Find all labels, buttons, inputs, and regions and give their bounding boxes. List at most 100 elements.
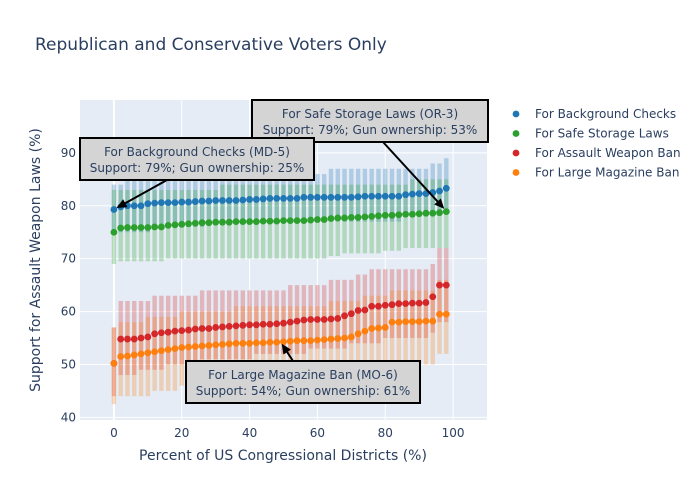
for-background-checks-point[interactable] [361, 192, 369, 200]
for-assault-weapon-ban-point[interactable] [178, 327, 186, 335]
for-background-checks-point[interactable] [280, 194, 287, 202]
for-background-checks-point[interactable] [151, 199, 159, 207]
for-large-magazine-ban-point[interactable] [130, 351, 138, 359]
for-large-magazine-ban-point[interactable] [212, 341, 220, 349]
for-safe-storage-laws-point[interactable] [422, 209, 430, 217]
for-background-checks-point[interactable] [246, 196, 253, 203]
for-assault-weapon-ban-point[interactable] [334, 315, 342, 322]
for-background-checks-point[interactable] [198, 197, 206, 205]
for-large-magazine-ban-point[interactable] [429, 317, 437, 325]
for-safe-storage-laws-point[interactable] [368, 212, 376, 220]
for-safe-storage-laws-point[interactable] [436, 209, 443, 217]
for-background-checks-point[interactable] [402, 191, 409, 199]
for-large-magazine-ban-point[interactable] [259, 339, 267, 347]
for-assault-weapon-ban-point[interactable] [232, 322, 240, 330]
for-background-checks-point[interactable] [185, 198, 192, 206]
for-assault-weapon-ban-point[interactable] [191, 325, 199, 333]
for-assault-weapon-ban-point[interactable] [402, 300, 409, 308]
for-assault-weapon-ban-point[interactable] [347, 310, 355, 318]
for-large-magazine-ban-point[interactable] [415, 318, 423, 326]
for-safe-storage-laws-point[interactable] [205, 219, 213, 227]
for-safe-storage-laws-point[interactable] [191, 219, 199, 227]
for-background-checks-point[interactable] [158, 199, 165, 207]
for-large-magazine-ban-point[interactable] [219, 340, 226, 348]
for-assault-weapon-ban-point[interactable] [185, 326, 192, 334]
for-assault-weapon-ban-point[interactable] [252, 321, 260, 329]
for-assault-weapon-ban-point[interactable] [300, 316, 308, 324]
for-background-checks-point[interactable] [205, 197, 213, 205]
for-assault-weapon-ban-point[interactable] [307, 316, 315, 323]
for-safe-storage-laws-point[interactable] [151, 223, 159, 231]
for-safe-storage-laws-point[interactable] [178, 220, 186, 228]
for-large-magazine-ban-point[interactable] [442, 310, 450, 318]
for-background-checks-point[interactable] [137, 202, 145, 210]
for-large-magazine-ban-point[interactable] [252, 339, 260, 347]
for-assault-weapon-ban-point[interactable] [144, 333, 152, 341]
for-assault-weapon-ban-point[interactable] [341, 312, 348, 320]
for-large-magazine-ban-point[interactable] [388, 318, 396, 326]
for-safe-storage-laws-point[interactable] [266, 217, 274, 225]
for-large-magazine-ban-point[interactable] [124, 352, 131, 360]
for-assault-weapon-ban-point[interactable] [164, 328, 172, 336]
for-safe-storage-laws-point[interactable] [198, 219, 206, 227]
for-safe-storage-laws-point[interactable] [341, 214, 348, 222]
for-large-magazine-ban-point[interactable] [117, 353, 125, 360]
for-background-checks-point[interactable] [368, 192, 376, 200]
for-background-checks-point[interactable] [219, 197, 226, 204]
for-background-checks-point[interactable] [307, 193, 315, 201]
for-safe-storage-laws-point[interactable] [442, 208, 450, 216]
for-assault-weapon-ban-point[interactable] [286, 318, 294, 326]
for-safe-storage-laws-point[interactable] [286, 217, 294, 224]
for-assault-weapon-ban-point[interactable] [422, 299, 430, 306]
for-assault-weapon-ban-point[interactable] [239, 321, 247, 329]
for-background-checks-point[interactable] [225, 197, 233, 204]
for-large-magazine-ban-point[interactable] [334, 335, 342, 342]
for-large-magazine-ban-point[interactable] [293, 337, 301, 345]
for-safe-storage-laws-point[interactable] [320, 216, 328, 223]
legend-item-for-background-checks[interactable]: For Background Checks [512, 107, 677, 121]
for-large-magazine-ban-point[interactable] [354, 330, 362, 338]
for-large-magazine-ban-point[interactable] [395, 318, 403, 326]
for-background-checks-point[interactable] [164, 199, 172, 207]
for-background-checks-point[interactable] [341, 193, 348, 201]
for-background-checks-point[interactable] [334, 193, 342, 201]
for-large-magazine-ban-point[interactable] [273, 338, 281, 346]
for-safe-storage-laws-point[interactable] [300, 217, 308, 224]
for-safe-storage-laws-point[interactable] [375, 212, 382, 220]
for-large-magazine-ban-point[interactable] [232, 339, 240, 347]
for-large-magazine-ban-point[interactable] [347, 333, 355, 341]
for-large-magazine-ban-point[interactable] [375, 324, 382, 332]
for-safe-storage-laws-point[interactable] [402, 210, 409, 218]
legend-item-for-safe-storage-laws[interactable]: For Safe Storage Laws [512, 127, 669, 141]
for-safe-storage-laws-point[interactable] [388, 211, 396, 219]
for-background-checks-point[interactable] [314, 193, 321, 201]
for-large-magazine-ban-point[interactable] [151, 348, 159, 356]
for-background-checks-point[interactable] [388, 192, 396, 200]
for-large-magazine-ban-point[interactable] [408, 318, 416, 326]
for-large-magazine-ban-point[interactable] [137, 350, 145, 358]
for-assault-weapon-ban-point[interactable] [415, 299, 423, 307]
for-assault-weapon-ban-point[interactable] [273, 320, 281, 328]
for-background-checks-point[interactable] [347, 193, 355, 201]
for-large-magazine-ban-point[interactable] [422, 317, 430, 325]
for-safe-storage-laws-point[interactable] [252, 218, 260, 226]
for-assault-weapon-ban-point[interactable] [151, 330, 159, 338]
for-assault-weapon-ban-point[interactable] [361, 306, 369, 314]
for-large-magazine-ban-point[interactable] [164, 346, 172, 354]
for-safe-storage-laws-point[interactable] [314, 216, 321, 223]
for-assault-weapon-ban-point[interactable] [368, 302, 376, 310]
for-safe-storage-laws-point[interactable] [124, 224, 131, 231]
for-safe-storage-laws-point[interactable] [354, 214, 362, 221]
legend[interactable]: For Background Checks For Safe Storage La… [512, 107, 681, 180]
for-large-magazine-ban-point[interactable] [205, 342, 213, 349]
for-background-checks-point[interactable] [436, 187, 443, 195]
for-background-checks-point[interactable] [442, 184, 450, 192]
for-large-magazine-ban-point[interactable] [280, 338, 287, 346]
for-assault-weapon-ban-point[interactable] [246, 321, 253, 329]
for-safe-storage-laws-point[interactable] [137, 224, 145, 231]
for-safe-storage-laws-point[interactable] [117, 224, 125, 232]
for-assault-weapon-ban-point[interactable] [381, 301, 389, 309]
for-background-checks-point[interactable] [259, 195, 267, 203]
for-safe-storage-laws-point[interactable] [219, 218, 226, 226]
for-background-checks-point[interactable] [178, 198, 186, 206]
